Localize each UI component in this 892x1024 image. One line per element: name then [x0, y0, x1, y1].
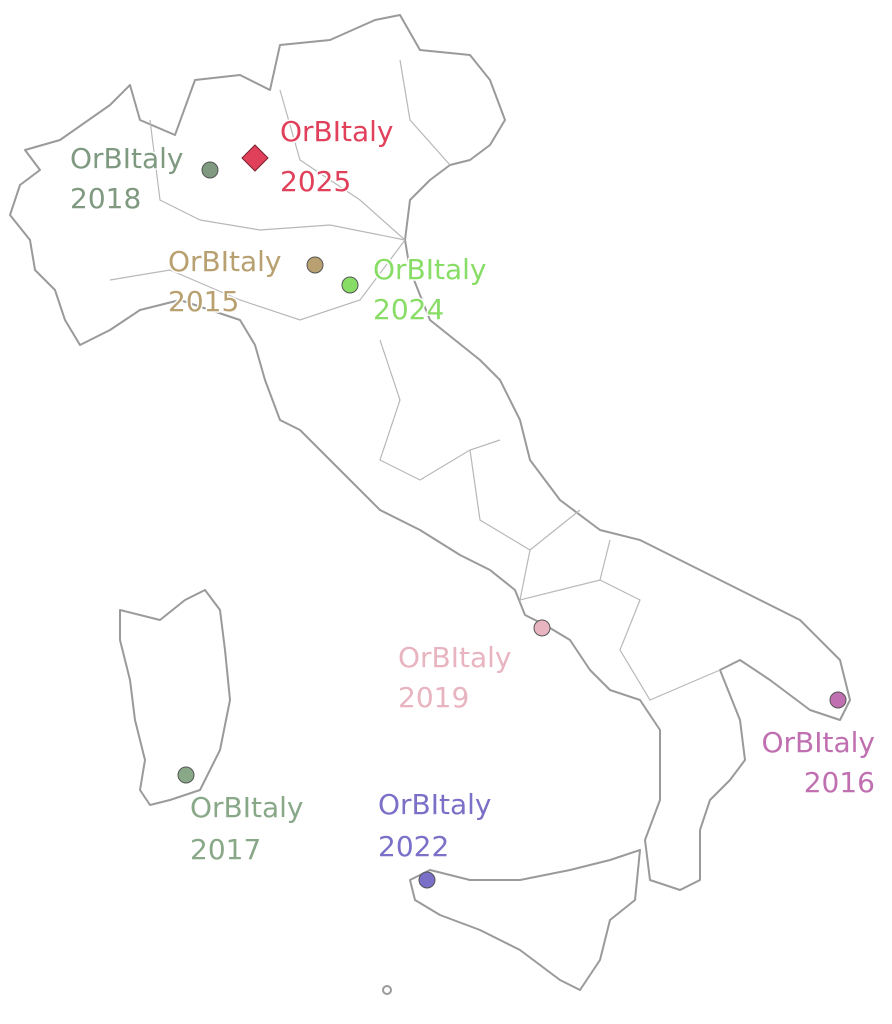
- event-name: OrBItaly: [398, 641, 512, 674]
- event-year: 2016: [804, 766, 875, 799]
- event-name: OrBItaly: [378, 788, 492, 821]
- event-name: OrBItaly: [280, 115, 394, 148]
- sicily: [409, 849, 641, 991]
- region-borders: [109, 59, 721, 701]
- marker: [177, 766, 195, 784]
- event-year: 2017: [190, 833, 261, 866]
- sardinia: [119, 589, 231, 806]
- event-year: 2015: [168, 285, 239, 318]
- island: [382, 985, 392, 995]
- event-year: 2018: [70, 182, 141, 215]
- event-year: 2022: [378, 830, 449, 863]
- marker: [829, 691, 847, 709]
- event-year: 2019: [398, 681, 469, 714]
- event-name: OrBItaly: [373, 253, 487, 286]
- event-name: OrBItaly: [168, 245, 282, 278]
- marker: [341, 276, 359, 294]
- event-name: OrBItaly: [761, 726, 875, 759]
- marker: [533, 619, 551, 637]
- event-year: 2024: [373, 293, 444, 326]
- marker: [241, 144, 269, 172]
- marker: [306, 256, 324, 274]
- marker: [418, 871, 436, 889]
- event-name: OrBItaly: [190, 791, 304, 824]
- event-year: 2025: [280, 165, 351, 198]
- marker: [201, 161, 219, 179]
- event-name: OrBItaly: [70, 142, 184, 175]
